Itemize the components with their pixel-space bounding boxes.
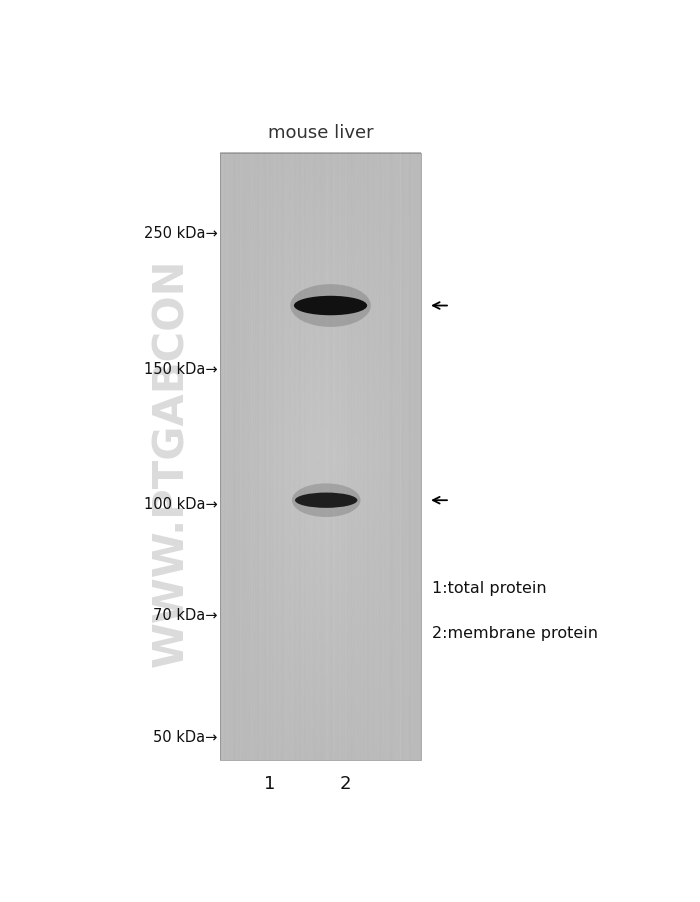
Text: 250 kDa→: 250 kDa→ xyxy=(144,226,218,241)
Text: 2:membrane protein: 2:membrane protein xyxy=(432,625,598,640)
Text: 100 kDa→: 100 kDa→ xyxy=(144,497,218,511)
Ellipse shape xyxy=(294,297,368,316)
Text: mouse liver: mouse liver xyxy=(268,124,374,142)
Bar xyxy=(220,153,421,759)
Text: 70 kDa→: 70 kDa→ xyxy=(153,608,218,622)
Text: 1:total protein: 1:total protein xyxy=(432,580,547,595)
Text: 50 kDa→: 50 kDa→ xyxy=(153,730,218,744)
Text: 1: 1 xyxy=(263,774,275,792)
Ellipse shape xyxy=(292,483,360,518)
Ellipse shape xyxy=(290,285,371,327)
Ellipse shape xyxy=(295,493,358,509)
Text: WWW.PTGABCON: WWW.PTGABCON xyxy=(150,259,193,667)
Text: 2: 2 xyxy=(340,774,351,792)
Text: 150 kDa→: 150 kDa→ xyxy=(144,361,218,376)
